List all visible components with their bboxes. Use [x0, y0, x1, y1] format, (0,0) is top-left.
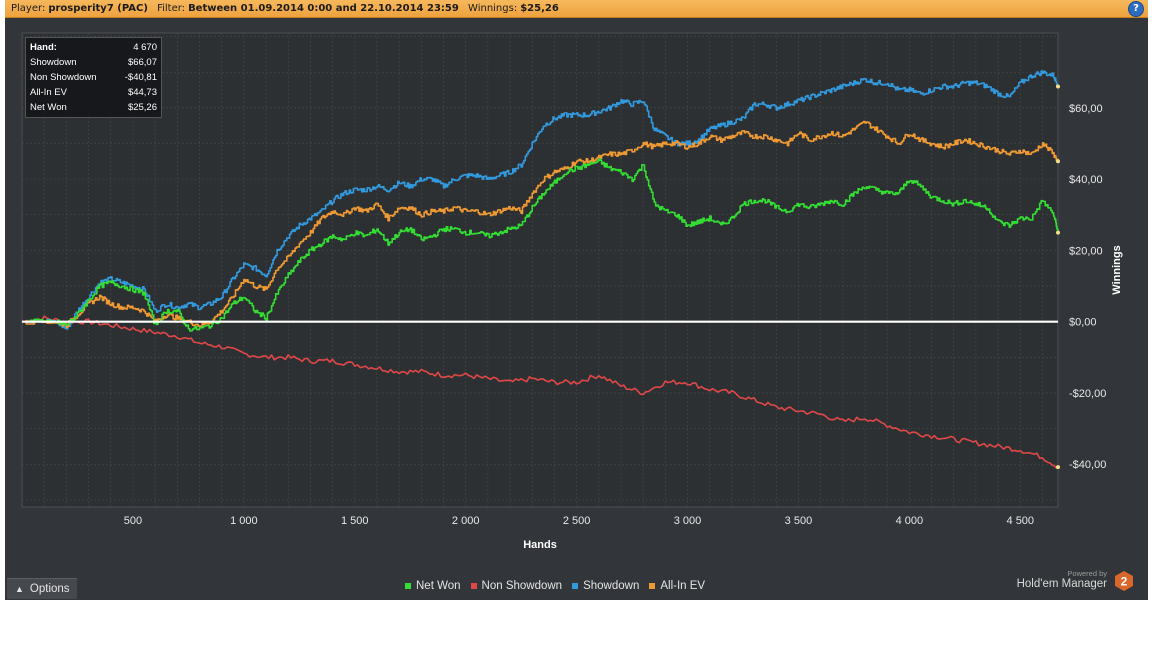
series-line-showdown — [22, 70, 1059, 330]
x-tick-label: 2 500 — [563, 515, 591, 527]
legend-swatch — [470, 583, 477, 589]
chart-legend: Net Won Non Showdown Showdown All-In EV — [405, 579, 705, 593]
winnings-graph: 500 1 000 1 500 2 000 2 500 3 000 3 500 4 000 4 … — [21, 32, 1123, 551]
powered-by-text: Powered by — [1067, 569, 1107, 578]
chart-window: Player: prosperity7 (PAC) Filter: Between … — [5, 0, 1148, 600]
x-tick-label: 4 000 — [896, 515, 924, 527]
stat-value: -$40,81 — [124, 72, 157, 83]
x-tick-label: 3 500 — [785, 515, 813, 527]
y-tick-label: $20,00 — [1069, 245, 1103, 257]
filter-value: Between 01.09.2014 0:00 and 22.10.2014 2… — [188, 3, 459, 14]
legend-label: Non Showdown — [481, 580, 563, 592]
x-tick-label: 1 000 — [230, 515, 258, 527]
x-axis-title: Hands — [523, 539, 557, 551]
chevron-up-icon: ▲ — [15, 584, 24, 594]
stat-row-net-won: Net Won $25,26 — [26, 100, 161, 115]
stat-value: 4 670 — [133, 42, 157, 53]
winnings-label: Winnings: — [468, 3, 518, 14]
series-line-net-won — [22, 158, 1059, 332]
series-end-point-non-showdown — [1056, 465, 1060, 470]
legend-item-non-showdown[interactable]: Non Showdown — [470, 579, 563, 593]
x-tick-label: 4 500 — [1007, 515, 1035, 527]
x-tick-label: 500 — [124, 515, 142, 527]
stat-row-hands: Hand: 4 670 — [26, 40, 161, 55]
legend-item-allin-ev[interactable]: All-In EV — [649, 579, 705, 593]
y-axis-title: Winnings — [1111, 245, 1123, 294]
holdem-manager-logo-icon: 2 — [1115, 571, 1133, 591]
legend-swatch — [649, 583, 656, 589]
x-tick-label: 1 500 — [341, 515, 369, 527]
legend-swatch — [405, 583, 411, 589]
stat-value: $66,07 — [127, 57, 157, 68]
plot-area — [21, 32, 1059, 508]
stat-row-non-showdown: Non Showdown -$40,81 — [26, 70, 161, 85]
summary-stats-box: Hand: 4 670 Showdown $66,07 Non Showdown -$… — [25, 37, 162, 118]
stat-key: Net Won — [30, 102, 67, 113]
stat-value: $25,26 — [127, 102, 157, 113]
options-label: Options — [29, 583, 70, 595]
y-tick-label: $0,00 — [1069, 317, 1097, 329]
filter-header-bar: Player: prosperity7 (PAC) Filter: Between … — [5, 0, 1148, 18]
stat-row-showdown: Showdown $66,07 — [26, 55, 161, 70]
legend-swatch — [572, 583, 579, 589]
player-label: Player: — [11, 3, 46, 14]
help-icon[interactable]: ? — [1128, 1, 1144, 17]
series-line-non-showdown — [21, 315, 1059, 469]
brand-block: Powered by Hold'em Manager 2 — [1016, 569, 1134, 591]
y-tick-label: $40,00 — [1069, 174, 1103, 186]
stat-key: Showdown — [30, 57, 77, 68]
y-tick-label: -$40,00 — [1069, 459, 1106, 471]
legend-item-net-won[interactable]: Net Won — [405, 579, 461, 593]
legend-label: Net Won — [416, 580, 461, 592]
legend-label: All-In EV — [660, 580, 706, 592]
stat-key: Non Showdown — [30, 72, 97, 83]
series-end-point-net-won — [1056, 230, 1060, 235]
x-tick-label: 3 000 — [674, 515, 702, 527]
filter-label: Filter: — [157, 3, 186, 14]
stat-value: $44,73 — [127, 87, 157, 98]
stat-key: Hand: — [30, 42, 57, 53]
series-end-point-showdown — [1056, 84, 1060, 89]
brand-name: Hold'em Manager — [1016, 578, 1107, 590]
legend-label: Showdown — [583, 580, 640, 592]
player-value: prosperity7 (PAC) — [48, 3, 148, 14]
series-line-all-in-ev — [22, 120, 1059, 329]
brand-badge: 2 — [1121, 575, 1128, 589]
stat-row-allin-ev: All-In EV $44,73 — [26, 85, 161, 100]
y-tick-label: $60,00 — [1069, 103, 1103, 115]
winnings-value: $25,26 — [520, 3, 559, 14]
legend-item-showdown[interactable]: Showdown — [572, 579, 639, 593]
series-lines — [21, 70, 1060, 470]
axis-labels: 500 1 000 1 500 2 000 2 500 3 000 3 500 4 000 4 … — [124, 103, 1123, 551]
options-button[interactable]: ▲ Options — [7, 578, 77, 599]
series-end-point-all-in-ev — [1056, 159, 1060, 164]
y-tick-label: -$20,00 — [1069, 388, 1106, 400]
x-tick-label: 2 000 — [452, 515, 480, 527]
stat-key: All-In EV — [30, 87, 67, 98]
